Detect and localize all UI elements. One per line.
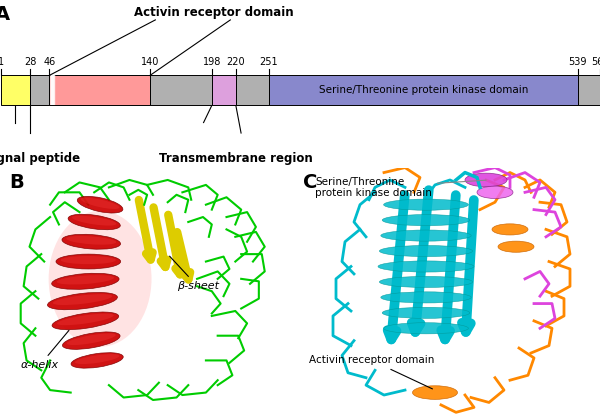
Ellipse shape [498,241,534,252]
Ellipse shape [379,277,473,287]
Ellipse shape [57,313,113,325]
Text: B: B [9,173,23,191]
Bar [50,75,53,105]
Bar [1,75,30,105]
Text: 46: 46 [43,57,55,67]
Text: Serine/Threonine protein kinase domain: Serine/Threonine protein kinase domain [319,85,528,95]
Bar [51,75,55,105]
Ellipse shape [52,273,119,290]
Ellipse shape [383,323,469,334]
Text: 1: 1 [0,57,4,67]
Text: C: C [303,173,317,191]
Ellipse shape [477,186,513,199]
Bar [53,75,56,105]
Ellipse shape [49,211,152,347]
Ellipse shape [378,261,474,272]
Ellipse shape [47,292,118,310]
Bar [52,75,55,105]
Ellipse shape [57,275,114,285]
Text: β-sheet: β-sheet [170,256,218,291]
Ellipse shape [62,332,120,349]
Ellipse shape [81,198,119,209]
Bar [49,75,150,105]
Ellipse shape [52,312,119,330]
Bar [50,75,53,105]
Text: 198: 198 [203,57,221,67]
Bar [52,75,55,105]
Bar [50,75,53,105]
Ellipse shape [381,230,471,241]
Ellipse shape [379,246,473,256]
Text: 220: 220 [226,57,245,67]
Ellipse shape [71,353,123,368]
Text: Activin receptor domain: Activin receptor domain [134,6,294,19]
Text: Activin receptor domain: Activin receptor domain [309,355,434,389]
Bar [50,75,54,105]
Bar [52,75,55,105]
Ellipse shape [492,224,528,235]
Bar [49,75,53,105]
Text: Signal peptide: Signal peptide [0,152,80,165]
Text: Transmembrane region: Transmembrane region [159,152,313,165]
Ellipse shape [413,386,458,399]
Ellipse shape [75,354,119,364]
Bar [236,75,269,105]
Bar [50,75,54,105]
Ellipse shape [67,236,116,245]
Ellipse shape [53,294,112,305]
Bar [50,75,53,105]
Bar [50,75,53,105]
Text: 28: 28 [24,57,36,67]
Bar [50,75,54,105]
Ellipse shape [383,199,469,210]
Bar [52,75,55,105]
Text: α-helix: α-helix [21,331,69,370]
Ellipse shape [382,307,470,318]
Ellipse shape [77,197,123,213]
Bar [52,75,55,105]
Ellipse shape [381,292,471,303]
Bar [50,75,53,105]
Bar [51,75,55,105]
Bar [51,75,54,105]
Bar [577,75,600,105]
Ellipse shape [67,334,116,345]
Bar [51,75,55,105]
Text: Serine/Threonine
protein kinase domain: Serine/Threonine protein kinase domain [315,176,486,198]
Bar [51,75,54,105]
Ellipse shape [72,216,116,225]
Bar [52,75,55,105]
Ellipse shape [61,256,116,264]
Bar [50,75,53,105]
Ellipse shape [56,254,121,269]
Bar [52,75,55,105]
Bar [52,75,56,105]
Ellipse shape [68,214,120,230]
Ellipse shape [62,234,121,249]
Bar [52,75,56,105]
Bar [150,75,212,105]
Bar [52,75,55,105]
Bar [50,75,53,105]
Bar [212,75,236,105]
Text: A: A [0,5,10,24]
Bar [269,75,577,105]
Text: 251: 251 [260,57,278,67]
Ellipse shape [382,215,470,226]
Bar [30,75,49,105]
Bar [49,75,53,105]
Bar [52,75,56,105]
Ellipse shape [465,173,507,187]
Text: 560: 560 [591,57,600,67]
Text: 539: 539 [568,57,587,67]
Text: 140: 140 [141,57,159,67]
